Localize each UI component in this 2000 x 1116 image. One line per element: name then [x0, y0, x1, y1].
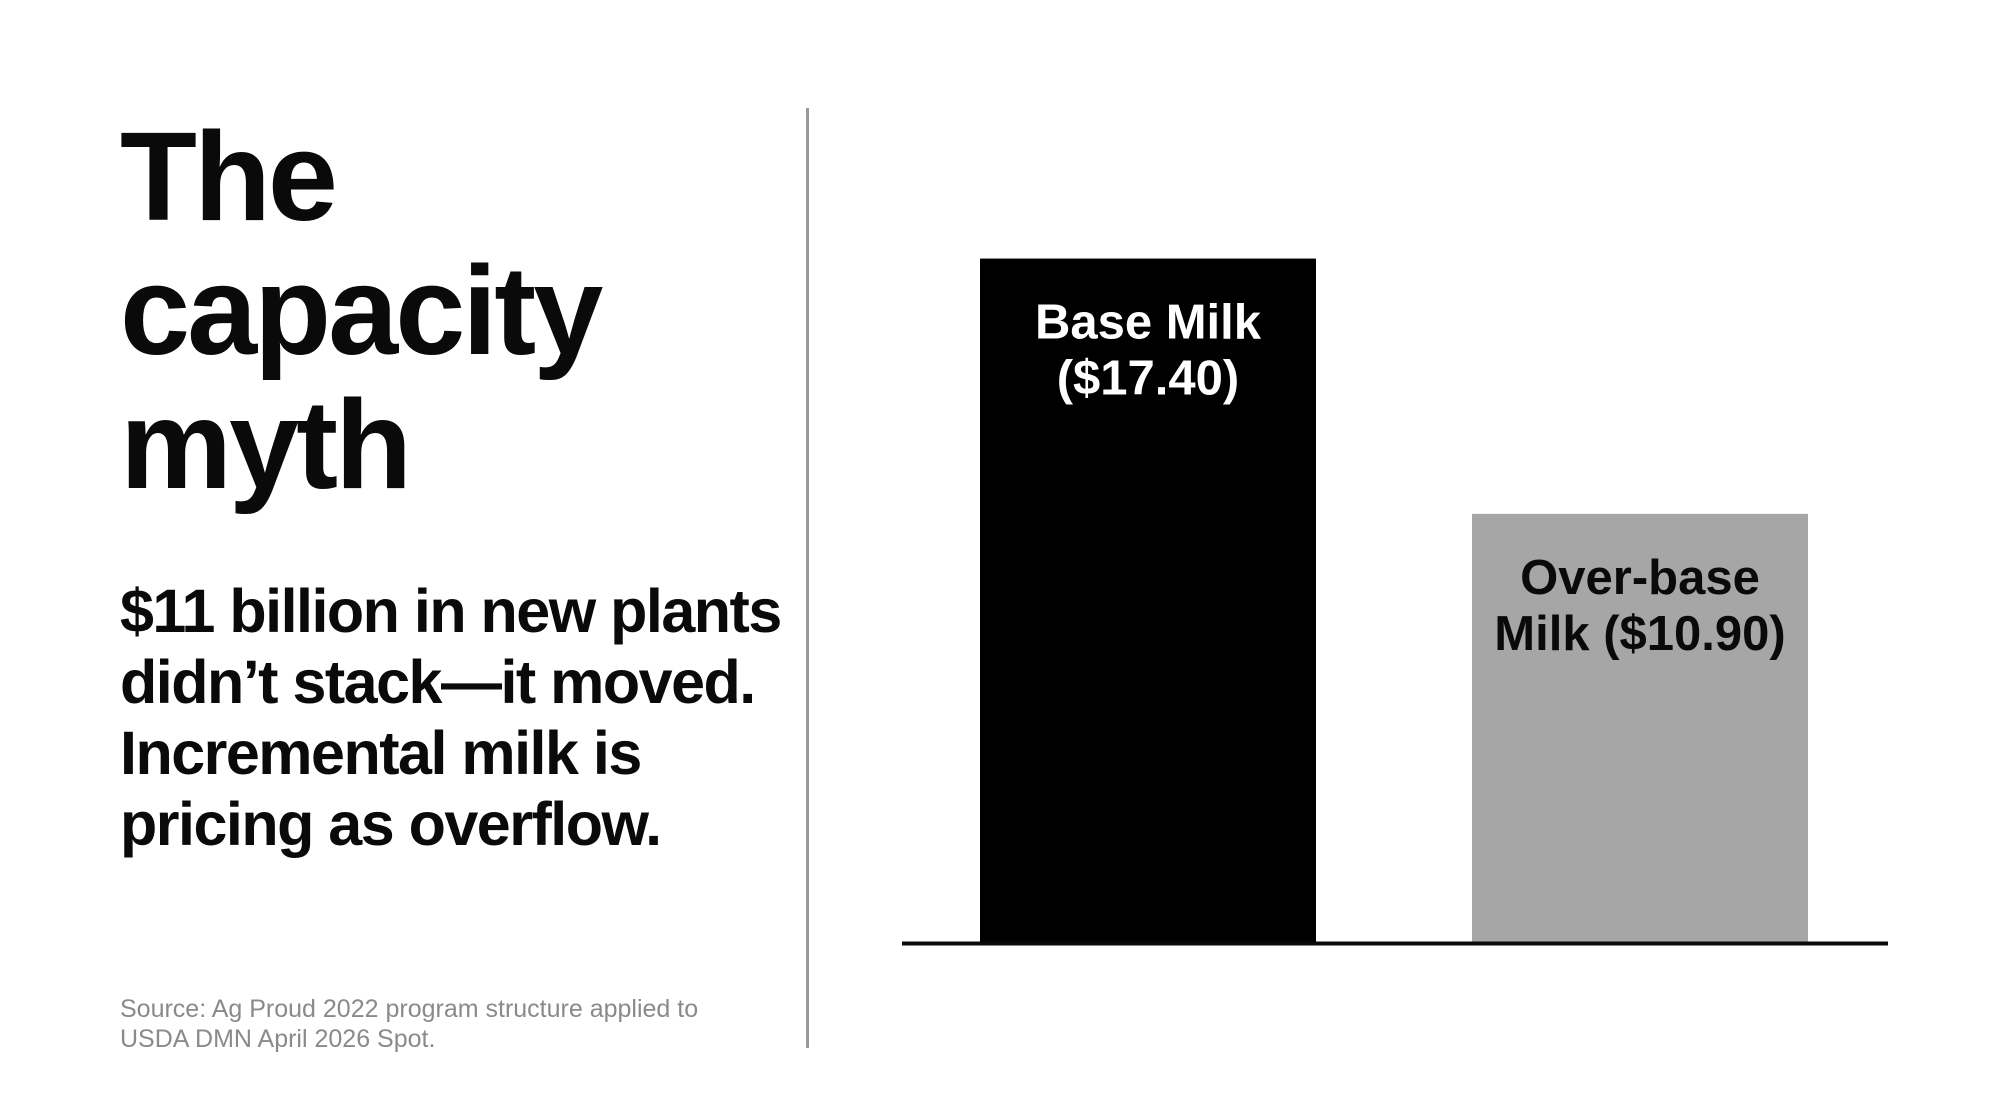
source-line: USDA DMN April 2026 Spot.	[120, 1025, 436, 1053]
source-line: Source: Ag Proud 2022 program structure …	[120, 995, 699, 1023]
bar-over-base-milk	[1472, 513, 1808, 942]
title-line: The	[120, 106, 338, 247]
bar-data-label: Base Milk	[1035, 296, 1262, 350]
subtitle-line: Incremental milk is	[120, 719, 642, 787]
subtitle-line: $11 billion in new plants	[120, 577, 782, 645]
subtitle-line: pricing as overflow.	[120, 790, 662, 858]
source-note: Source: Ag Proud 2022 program structure …	[120, 994, 760, 1054]
title-line: myth	[120, 374, 412, 515]
vertical-divider	[806, 108, 809, 1048]
page-title: The capacity myth	[120, 110, 820, 512]
subtitle: $11 billion in new plants didn’t stack—i…	[120, 576, 820, 860]
title-line: capacity	[120, 240, 603, 381]
bar-data-label: ($17.40)	[1057, 352, 1240, 406]
headline-panel: The capacity myth $11 billion in new pla…	[120, 110, 820, 1070]
subtitle-line: didn’t stack—it moved.	[120, 648, 756, 716]
bar-base-milk	[980, 258, 1316, 942]
bar-data-label: Milk ($10.90)	[1494, 607, 1785, 661]
bar-data-label: Over-base	[1520, 551, 1760, 605]
